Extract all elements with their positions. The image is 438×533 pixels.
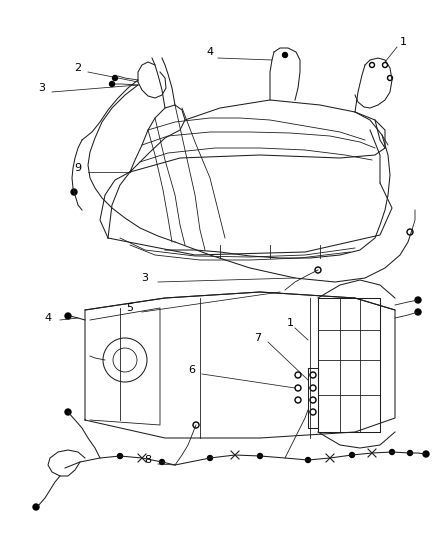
Circle shape [208, 456, 212, 461]
Circle shape [389, 449, 395, 455]
Text: 4: 4 [44, 313, 52, 323]
Circle shape [415, 297, 421, 303]
Circle shape [65, 313, 71, 319]
Circle shape [305, 457, 311, 463]
Circle shape [33, 504, 39, 510]
Circle shape [310, 372, 316, 378]
Circle shape [310, 409, 316, 415]
Circle shape [310, 385, 316, 391]
Text: 2: 2 [74, 63, 81, 73]
Circle shape [415, 309, 421, 315]
Text: 9: 9 [74, 163, 81, 173]
Circle shape [382, 62, 388, 68]
Circle shape [113, 76, 117, 80]
Circle shape [65, 409, 71, 415]
Text: 3: 3 [141, 273, 148, 283]
Circle shape [295, 385, 301, 391]
Circle shape [310, 397, 316, 403]
Text: 6: 6 [188, 365, 195, 375]
Circle shape [315, 267, 321, 273]
Text: 3: 3 [39, 83, 46, 93]
Text: 8: 8 [145, 455, 152, 465]
Text: 1: 1 [399, 37, 406, 47]
Circle shape [193, 422, 199, 428]
Text: 4: 4 [206, 47, 214, 57]
Circle shape [423, 451, 429, 457]
Circle shape [407, 450, 413, 456]
Circle shape [117, 454, 123, 458]
Circle shape [388, 76, 392, 80]
Circle shape [407, 229, 413, 235]
Circle shape [350, 453, 354, 457]
Circle shape [71, 189, 77, 195]
Circle shape [295, 397, 301, 403]
Circle shape [283, 52, 287, 58]
Circle shape [159, 459, 165, 464]
Circle shape [110, 82, 114, 86]
Text: 5: 5 [127, 303, 134, 313]
Text: 1: 1 [286, 318, 293, 328]
Circle shape [258, 454, 262, 458]
Circle shape [370, 62, 374, 68]
Text: 7: 7 [254, 333, 261, 343]
Circle shape [295, 372, 301, 378]
